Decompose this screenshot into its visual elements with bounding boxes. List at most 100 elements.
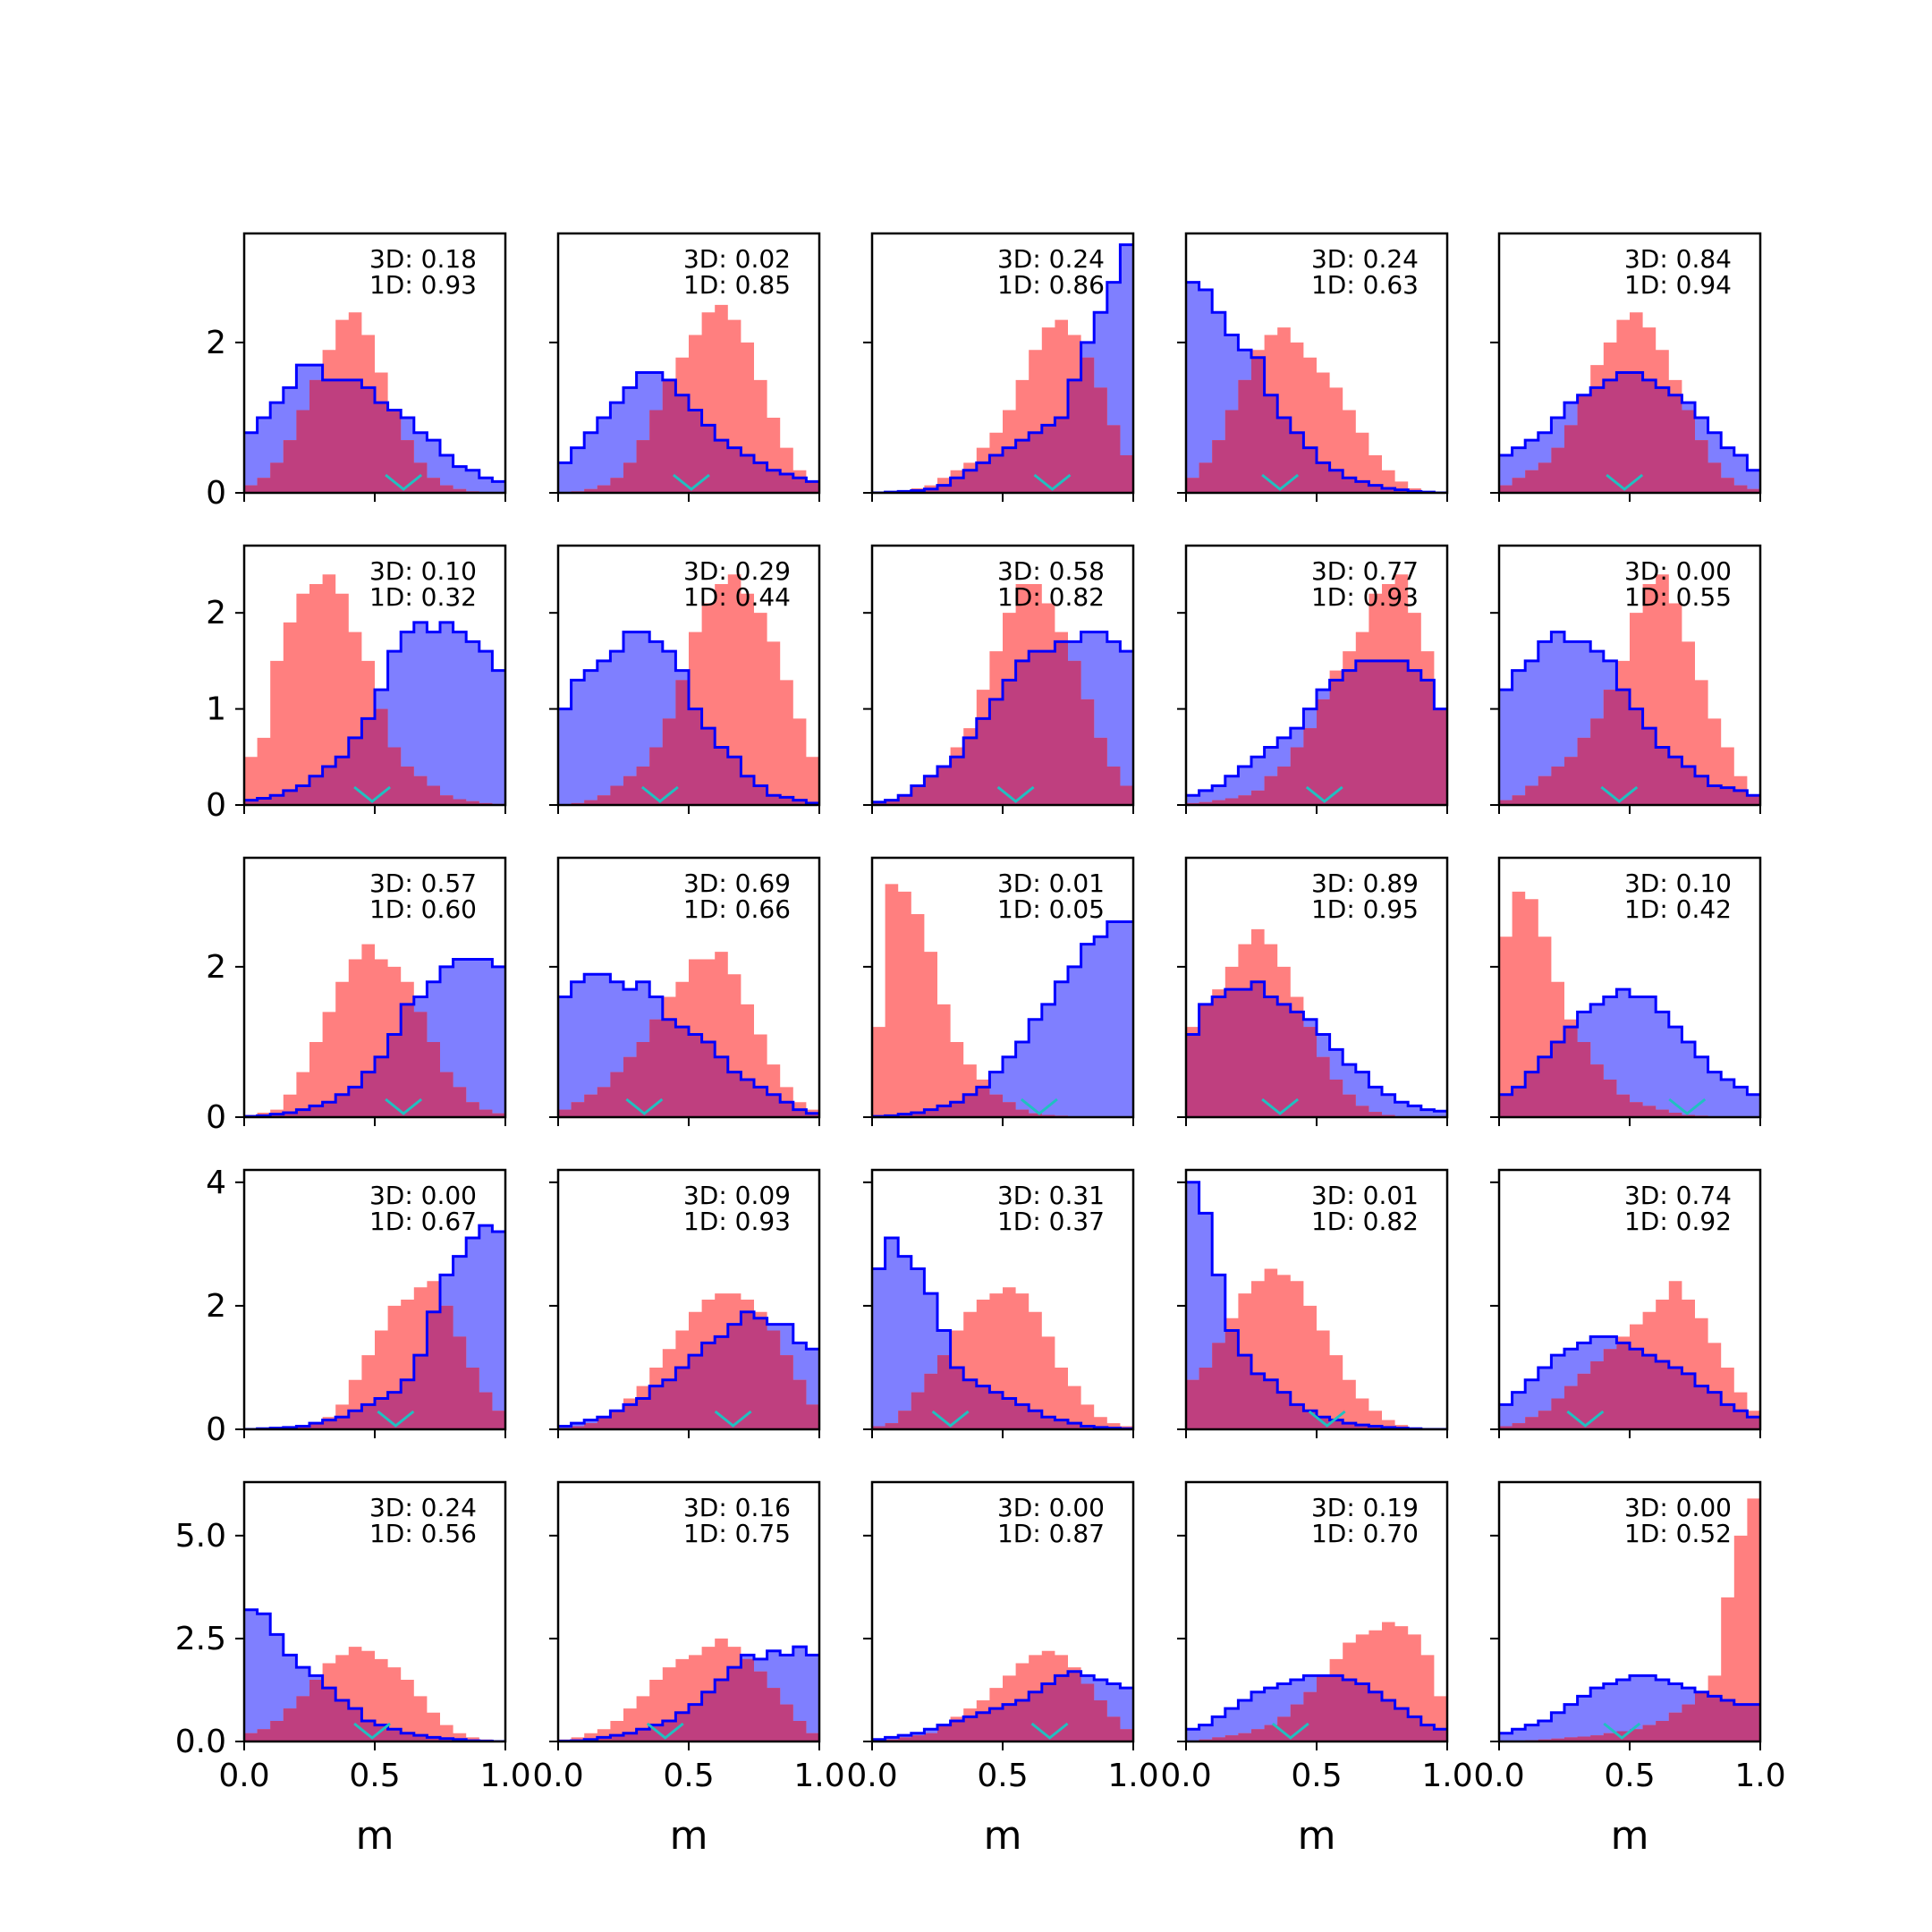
- x-tick-label: 0.5: [663, 1758, 714, 1794]
- annotation-1d: 1D: 0.75: [683, 1519, 791, 1548]
- cyan-v-marker: [714, 1410, 752, 1428]
- annotation-1d: 1D: 0.32: [369, 582, 477, 612]
- annotation-1d: 1D: 0.05: [997, 894, 1105, 924]
- blue-histogram-outline: [1186, 281, 1447, 493]
- blue-histogram-outline: [1186, 1181, 1447, 1429]
- annotation-3d: 3D: 0.77: [1311, 556, 1419, 586]
- cyan-v-marker: [377, 1410, 415, 1428]
- panel-plot-area: [558, 304, 819, 493]
- x-tick-label: 1.0: [793, 1758, 844, 1794]
- blue-histogram-outline: [872, 1670, 1133, 1741]
- y-tick-label: 2.5: [175, 1621, 226, 1657]
- cyan-v-marker: [1271, 1722, 1309, 1740]
- annotation-3d: 3D: 0.29: [683, 556, 791, 586]
- annotation-1d: 1D: 0.85: [683, 270, 791, 300]
- blue-histogram-outline: [558, 371, 819, 483]
- cyan-v-marker: [353, 1722, 392, 1740]
- panel-plot-area: [1499, 891, 1760, 1117]
- annotation-1d: 1D: 0.66: [683, 894, 791, 924]
- cyan-v-marker: [1600, 785, 1639, 803]
- annotation-3d: 3D: 0.10: [369, 556, 477, 586]
- panel-plot-area: [1499, 574, 1760, 805]
- annotation-3d: 3D: 0.24: [369, 1493, 477, 1522]
- panel-plot-area: [558, 1638, 819, 1741]
- blue-histogram-outline: [1186, 980, 1447, 1113]
- x-tick-label: 0.5: [977, 1758, 1028, 1794]
- panel-plot-area: [244, 1608, 505, 1741]
- annotation-3d: 3D: 0.00: [1624, 1493, 1732, 1522]
- annotation-1d: 1D: 0.93: [369, 270, 477, 300]
- annotation-3d: 3D: 0.58: [997, 556, 1105, 586]
- blue-histogram-outline: [558, 972, 819, 1115]
- cyan-v-marker: [1308, 1410, 1346, 1428]
- x-tick-label: 1.0: [1107, 1758, 1158, 1794]
- panel-plot-area: [1186, 281, 1447, 493]
- y-tick-label: 0: [206, 1411, 226, 1448]
- overlap-histogram-fill: [1499, 1027, 1760, 1117]
- annotation-1d: 1D: 0.82: [1311, 1207, 1419, 1236]
- x-axis-label: m: [1298, 1813, 1336, 1859]
- overlap-histogram-fill: [244, 1679, 505, 1741]
- x-tick-label: 1.0: [1734, 1758, 1785, 1794]
- x-tick-label: 0.0: [1473, 1758, 1524, 1794]
- blue-histogram-outline: [244, 1608, 505, 1741]
- cyan-v-marker: [996, 785, 1035, 803]
- overlap-histogram-fill: [558, 1019, 819, 1117]
- annotation-1d: 1D: 0.52: [1624, 1519, 1732, 1548]
- blue-histogram-outline: [1499, 1674, 1760, 1735]
- annotation-1d: 1D: 0.63: [1311, 270, 1419, 300]
- blue-histogram-outline: [1499, 987, 1760, 1097]
- cyan-v-marker: [353, 785, 392, 803]
- panel-plot-area: [1186, 1622, 1447, 1741]
- annotation-1d: 1D: 0.94: [1624, 270, 1732, 300]
- annotation-1d: 1D: 0.60: [369, 894, 477, 924]
- annotation-3d: 3D: 0.01: [997, 869, 1105, 898]
- overlap-histogram-fill: [1186, 357, 1447, 493]
- overlap-histogram-fill: [1186, 660, 1447, 805]
- annotation-3d: 3D: 0.57: [369, 869, 477, 898]
- panel-plot-area: [872, 884, 1133, 1117]
- y-tick-label: 2: [206, 1288, 226, 1325]
- panel-plot-area: [244, 574, 505, 805]
- cyan-v-marker: [1261, 1097, 1300, 1115]
- red-histogram-fill: [872, 884, 1133, 1117]
- overlap-histogram-fill: [1186, 981, 1447, 1117]
- annotation-3d: 3D: 0.00: [997, 1493, 1105, 1522]
- blue-histogram-outline: [558, 631, 819, 805]
- y-tick-label: 0: [206, 1099, 226, 1136]
- blue-histogram-outline: [244, 1224, 505, 1429]
- panel-plot-area: [244, 312, 505, 493]
- cyan-v-marker: [646, 1722, 684, 1740]
- annotation-1d: 1D: 0.70: [1311, 1519, 1419, 1548]
- x-axis-label: m: [1611, 1813, 1649, 1859]
- overlap-histogram-fill: [558, 1658, 819, 1741]
- annotation-3d: 3D: 0.09: [683, 1181, 791, 1210]
- annotation-1d: 1D: 0.93: [1311, 582, 1419, 612]
- annotation-3d: 3D: 0.69: [683, 869, 791, 898]
- y-tick-label: 0: [206, 475, 226, 512]
- x-axis-label: m: [356, 1813, 394, 1859]
- y-tick-label: 4: [206, 1165, 226, 1201]
- overlap-histogram-fill: [1499, 1691, 1760, 1741]
- annotation-1d: 1D: 0.56: [369, 1519, 477, 1548]
- annotation-3d: 3D: 0.10: [1624, 869, 1732, 898]
- blue-histogram-outline: [558, 1645, 819, 1741]
- cyan-v-marker: [385, 1097, 423, 1115]
- blue-histogram-outline: [1186, 1674, 1447, 1731]
- annotation-1d: 1D: 0.87: [997, 1519, 1105, 1548]
- overlap-histogram-fill: [1499, 372, 1760, 493]
